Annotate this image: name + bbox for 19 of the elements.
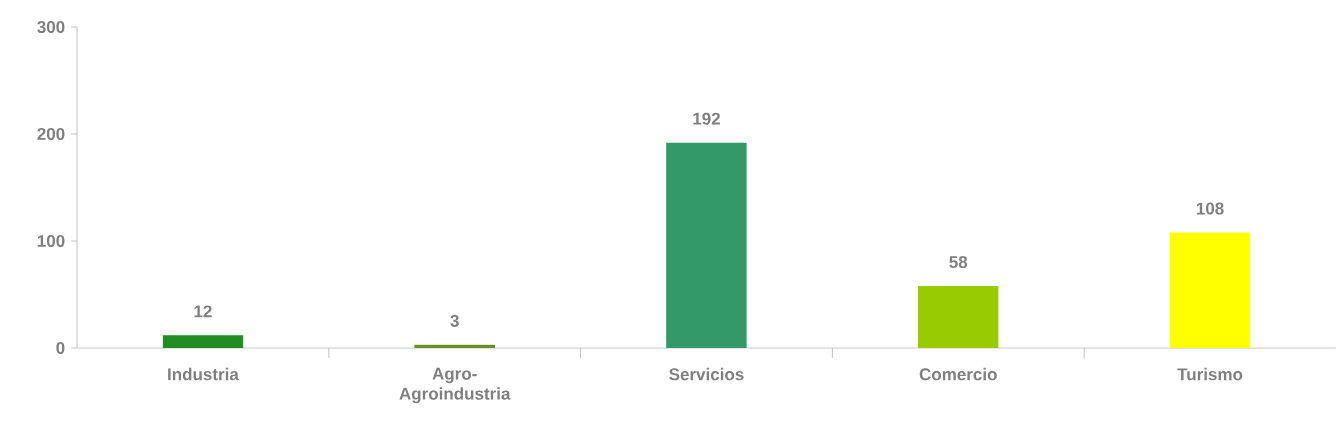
data-label: 192 xyxy=(693,112,720,125)
bar xyxy=(917,285,999,348)
y-tick-label: 100 xyxy=(37,234,65,248)
data-label: 3 xyxy=(450,314,459,327)
x-tick-label: Agro-Agroindustria xyxy=(399,367,511,404)
data-label: 108 xyxy=(1196,202,1224,215)
bar xyxy=(666,142,747,348)
data-label: 12 xyxy=(194,305,212,318)
y-tick-label: 200 xyxy=(37,127,65,141)
bar xyxy=(414,344,495,348)
data-label: 58 xyxy=(949,256,968,269)
x-tick-label: Industria xyxy=(168,367,239,381)
bar xyxy=(162,335,244,348)
x-tick-label: Turismo xyxy=(1177,367,1243,381)
x-tick-label: Servicios xyxy=(669,367,744,381)
x-tick-label: Comercio xyxy=(919,367,997,381)
bar xyxy=(1169,232,1251,348)
y-tick-label: 0 xyxy=(56,341,65,355)
y-tick-label: 300 xyxy=(37,20,65,34)
